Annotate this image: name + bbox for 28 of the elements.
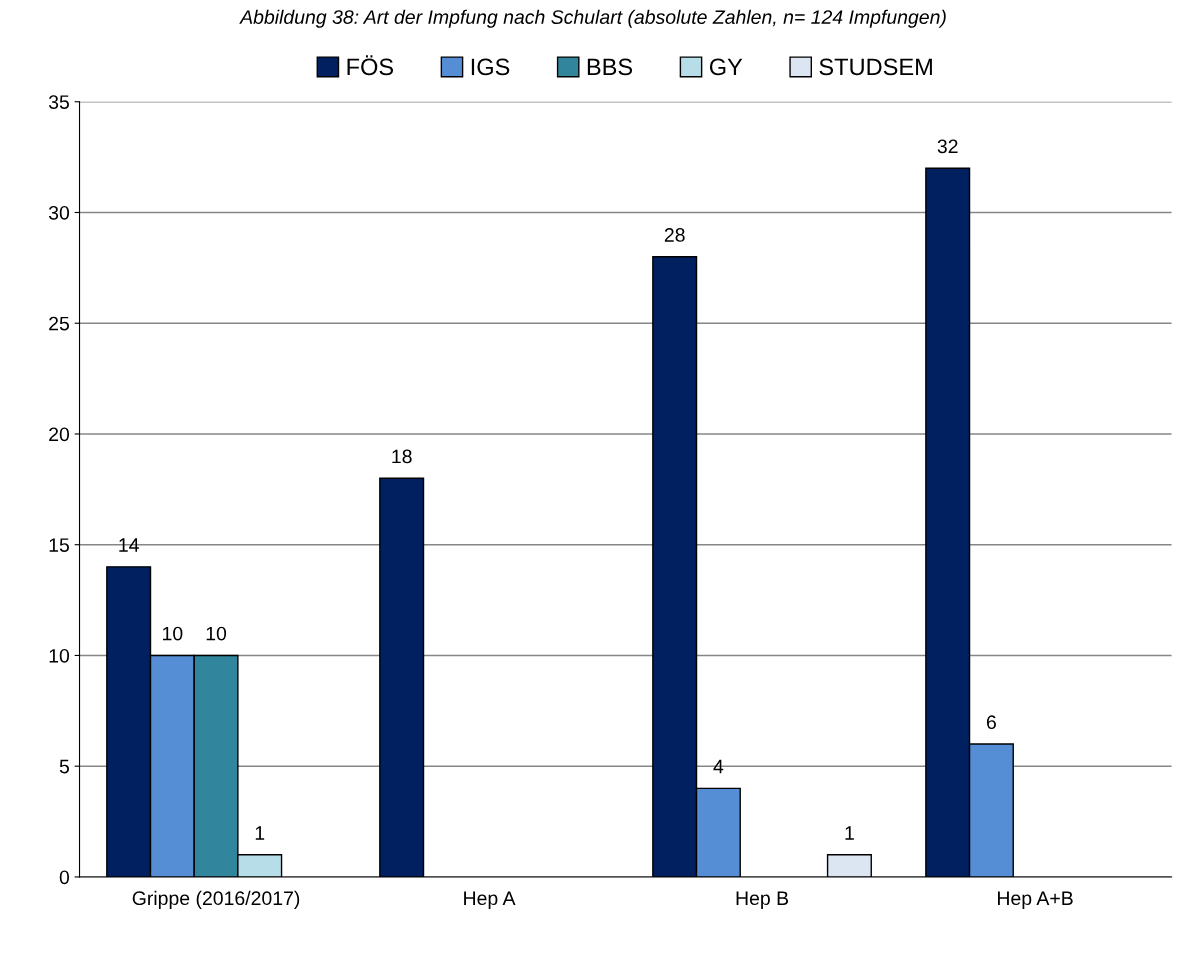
- legend-label: IGS: [471, 58, 510, 76]
- y-tick-label: 10: [49, 648, 70, 663]
- data-label: 18: [392, 449, 412, 464]
- y-tick-label: 20: [49, 427, 70, 442]
- y-tick-label: 15: [49, 538, 69, 552]
- data-label: 10: [206, 626, 227, 641]
- y-tick-label: 35: [48, 95, 69, 109]
- x-tick-label: Grippe (2016/2017): [132, 890, 300, 909]
- x-tick-label: Hep B: [736, 891, 789, 909]
- data-label: 6: [986, 715, 996, 730]
- legend-label: FÖS: [347, 55, 394, 76]
- y-tick-label: 5: [59, 759, 69, 774]
- data-label: 14: [119, 538, 139, 552]
- legend-label: STUDSEM: [819, 58, 932, 76]
- x-tick-label: Hep A+B: [998, 891, 1073, 909]
- data-label: 4: [713, 759, 724, 774]
- legend-label: BBS: [587, 58, 633, 76]
- data-label: 28: [664, 228, 685, 242]
- y-tick-label: 30: [48, 205, 70, 220]
- legend-label: GY: [709, 58, 743, 76]
- data-label: 10: [163, 626, 183, 641]
- x-tick-label: Hep A: [464, 891, 516, 909]
- y-tick-label: 25: [49, 316, 69, 331]
- data-label: 1: [255, 826, 265, 840]
- chart-title: Abbildung 38: Art der Impfung nach Schulart (absolute Zahlen, n= 124 Impfungen): [239, 9, 946, 28]
- data-label: 1: [845, 826, 854, 840]
- data-label: 32: [937, 139, 958, 154]
- y-tick-label: 0: [59, 870, 70, 885]
